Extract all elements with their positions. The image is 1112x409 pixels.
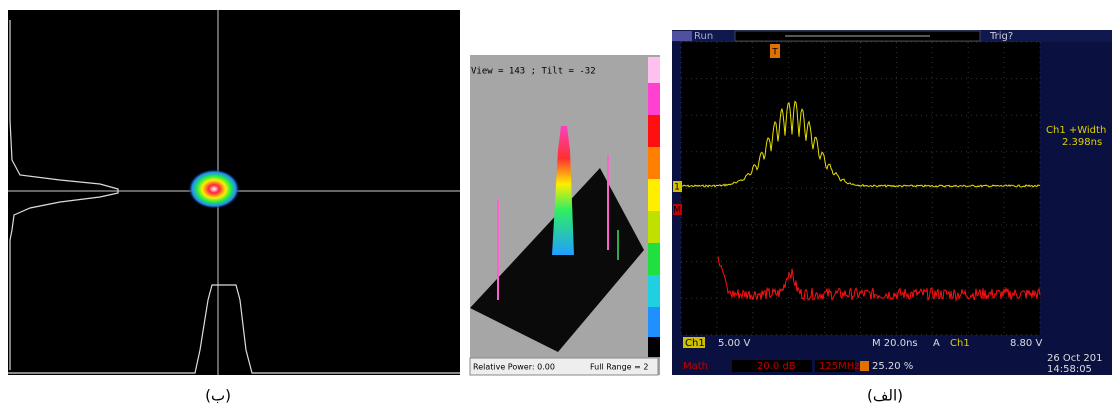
ch1-label: Ch1 [685, 338, 705, 349]
beam-spot [188, 169, 240, 209]
view-label: View = 143 ; Tilt = -32 [471, 67, 596, 77]
vertical-profile [8, 284, 460, 374]
peak [552, 126, 574, 255]
ch1-marker-box [673, 181, 682, 192]
status: Run [694, 31, 713, 42]
ch1-trace [681, 100, 1041, 188]
trigger-marker-box [770, 44, 780, 58]
relative-power: Relative Power: 0.00 [473, 363, 555, 372]
ch1-label-box [683, 337, 705, 348]
math-scale-box [732, 360, 812, 372]
math-scale: 20.0 dB [757, 361, 796, 372]
trigger-status: Trig? [989, 31, 1013, 42]
caption: (ب) [205, 387, 231, 405]
run-indicator [672, 31, 692, 41]
math-marker: M [673, 206, 681, 216]
trigger-position-icon [860, 361, 869, 371]
time: 14:58:05 [1047, 364, 1092, 375]
trigger-marker: T [771, 48, 778, 58]
math-trace [717, 256, 1041, 302]
math-marker-box [673, 204, 682, 215]
caption: (الف) [867, 387, 903, 405]
ch1-scale: 5.00 V [718, 338, 750, 349]
date: 26 Oct 201 [1047, 353, 1102, 364]
trigger-position: 25.20 % [872, 361, 913, 372]
beam-profile-panel: (ب) [8, 10, 460, 405]
trigger-mode: A [933, 338, 940, 349]
timebase: M 20.0ns [872, 338, 918, 349]
horizontal-profile [9, 20, 119, 370]
full-range: Full Range = 2 [590, 363, 648, 372]
math-label: Math [683, 361, 708, 372]
ch1-marker: 1 [674, 183, 680, 193]
measurement-value: 2.398ns [1062, 137, 1102, 148]
status-bar [469, 357, 659, 376]
3d-panel: View = 143 ; Tilt = -32 Relative Power: … [469, 55, 660, 376]
color-bar [648, 57, 660, 357]
math-freq: 125MHz [819, 361, 859, 372]
surface [470, 168, 644, 352]
measurement-label: Ch1 +Width [1046, 125, 1106, 136]
trigger-source: Ch1 [950, 338, 970, 349]
graticule [681, 42, 1040, 335]
trigger-level: 8.80 V [1010, 338, 1042, 349]
oscilloscope-panel: Run Trig? T 1 M Ch1 +Width 2.398ns Ch1 5… [672, 30, 1112, 405]
math-freq-box [815, 360, 855, 372]
